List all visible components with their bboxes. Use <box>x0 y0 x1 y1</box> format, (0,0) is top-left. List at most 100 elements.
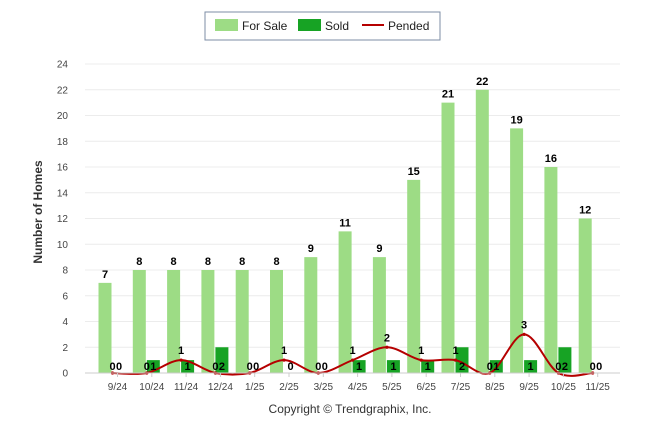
label-sold-6-25: 1 <box>425 361 431 373</box>
series-for-sale <box>98 89 592 373</box>
legend-label-pended[interactable]: Pended <box>388 19 429 33</box>
y-tick-16: 16 <box>57 163 69 174</box>
legend: For Sale Sold Pended <box>204 11 441 41</box>
y-tick-6: 6 <box>62 291 68 302</box>
bar-for-sale-10-25 <box>544 167 558 373</box>
legend-box <box>204 11 441 41</box>
x-tick-9-24: 9/24 <box>108 382 128 393</box>
label-pended-11-24: 1 <box>178 345 184 357</box>
bar-for-sale-6-25 <box>407 179 421 373</box>
y-tick-14: 14 <box>57 188 69 199</box>
pended-point-6-25 <box>419 358 423 362</box>
bar-for-sale-4-25 <box>338 231 352 373</box>
x-tick-3-25: 3/25 <box>314 382 334 393</box>
copyright-credit: Copyright © Trendgraphix, Inc. <box>269 402 432 416</box>
pended-point-2-25 <box>282 358 286 362</box>
label-pended-7-25: 1 <box>452 345 458 357</box>
x-tick-6-25: 6/25 <box>416 382 436 393</box>
bar-for-sale-2-25 <box>270 270 283 373</box>
legend-swatch-for-sale <box>215 19 238 31</box>
y-tick-0: 0 <box>62 369 68 380</box>
bar-for-sale-3-25 <box>304 257 318 373</box>
gridlines <box>85 63 620 348</box>
label-pended-1-25: 0 <box>247 361 253 373</box>
x-tick-9-25: 9/25 <box>519 382 539 393</box>
label-for-sale-11-24: 8 <box>171 256 177 268</box>
y-tick-18: 18 <box>57 137 69 148</box>
x-tick-8-25: 8/25 <box>485 382 505 393</box>
y-tick-4: 4 <box>62 317 68 328</box>
bar-sold-4-25 <box>352 360 366 373</box>
y-tick-8: 8 <box>62 266 68 277</box>
bar-sold-10-25 <box>558 347 572 373</box>
label-for-sale-1-25: 8 <box>239 256 245 268</box>
y-tick-22: 22 <box>57 85 69 96</box>
label-pended-5-25: 2 <box>384 332 390 344</box>
bar-for-sale-5-25 <box>372 257 386 373</box>
y-tick-10: 10 <box>57 240 69 251</box>
label-sold-9-24: 0 <box>116 361 122 373</box>
pended-point-7-25 <box>453 358 458 362</box>
label-for-sale-12-24: 8 <box>205 256 211 268</box>
x-tick-2-25: 2/25 <box>279 382 299 393</box>
label-for-sale-10-25: 16 <box>545 153 557 165</box>
bar-sold-6-25 <box>421 360 435 373</box>
label-sold-10-25: 2 <box>562 361 568 373</box>
label-pended-9-25: 3 <box>521 319 527 331</box>
y-axis-label: Number of Homes <box>31 160 45 264</box>
label-pended-10-25: 0 <box>555 361 561 373</box>
legend-label-sold[interactable]: Sold <box>325 19 349 33</box>
bar-for-sale-7-25 <box>441 102 455 373</box>
label-for-sale-11-25: 12 <box>579 205 591 217</box>
label-for-sale-5-25: 9 <box>376 243 382 255</box>
x-tick-5-25: 5/25 <box>382 382 402 393</box>
label-pended-10-24: 0 <box>144 361 150 373</box>
x-tick-11-24: 11/24 <box>174 382 199 393</box>
label-pended-3-25: 0 <box>315 361 321 373</box>
label-for-sale-6-25: 15 <box>408 166 420 178</box>
pended-point-4-25 <box>351 358 355 362</box>
label-for-sale-10-24: 8 <box>136 256 142 268</box>
legend-swatch-sold <box>298 19 321 31</box>
y-tick-12: 12 <box>57 214 69 225</box>
bar-sold-9-25 <box>524 360 538 373</box>
label-sold-12-24: 2 <box>219 361 225 373</box>
label-pended-12-24: 0 <box>212 361 218 373</box>
x-tick-1-25: 1/25 <box>245 382 265 393</box>
label-sold-4-25: 1 <box>356 361 362 373</box>
x-tick-4-25: 4/25 <box>348 382 368 393</box>
bar-for-sale-9-24 <box>98 282 112 373</box>
x-tick-10-24: 10/24 <box>139 382 164 393</box>
x-axis-ticks: 9/24 10/24 11/24 12/24 1/25 2/25 3/25 4/25 5/25 6… <box>108 373 610 393</box>
legend-label-for-sale[interactable]: For Sale <box>242 19 288 33</box>
pended-point-11-24 <box>179 358 183 362</box>
label-for-sale-9-25: 19 <box>510 114 522 126</box>
series-sold <box>146 347 572 373</box>
bar-sold-12-24 <box>215 347 229 373</box>
label-for-sale-3-25: 9 <box>308 243 314 255</box>
label-sold-10-24: 1 <box>150 361 156 373</box>
label-sold-8-25: 1 <box>493 361 499 373</box>
label-pended-2-25: 1 <box>281 345 287 357</box>
bar-for-sale-11-24 <box>167 270 181 373</box>
label-for-sale-9-24: 7 <box>102 269 108 281</box>
label-for-sale-4-25: 11 <box>339 217 351 229</box>
pended-point-9-25 <box>522 332 526 336</box>
bar-for-sale-9-25 <box>510 128 524 373</box>
label-sold-3-25: 0 <box>322 361 328 373</box>
y-tick-20: 20 <box>57 111 69 122</box>
label-pended-6-25: 1 <box>418 345 424 357</box>
bar-for-sale-11-25 <box>578 218 592 373</box>
bar-for-sale-12-24 <box>201 270 215 373</box>
bar-for-sale-1-25 <box>235 270 249 373</box>
label-pended-4-25: 1 <box>350 345 356 357</box>
label-for-sale-7-25: 21 <box>442 89 454 101</box>
label-sold-7-25: 2 <box>459 361 465 373</box>
bar-for-sale-10-24 <box>132 270 146 373</box>
label-for-sale-2-25: 8 <box>273 256 279 268</box>
label-pended-9-24: 0 <box>109 361 115 373</box>
y-tick-2: 2 <box>62 343 68 354</box>
